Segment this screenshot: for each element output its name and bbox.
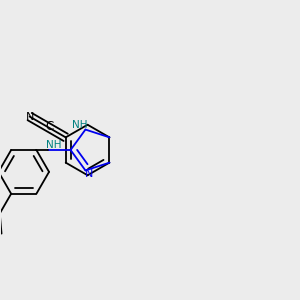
Text: C: C (45, 120, 53, 133)
Text: NH: NH (72, 120, 88, 130)
Text: NH: NH (46, 140, 62, 150)
Text: N: N (85, 169, 93, 179)
Text: N: N (26, 112, 34, 122)
